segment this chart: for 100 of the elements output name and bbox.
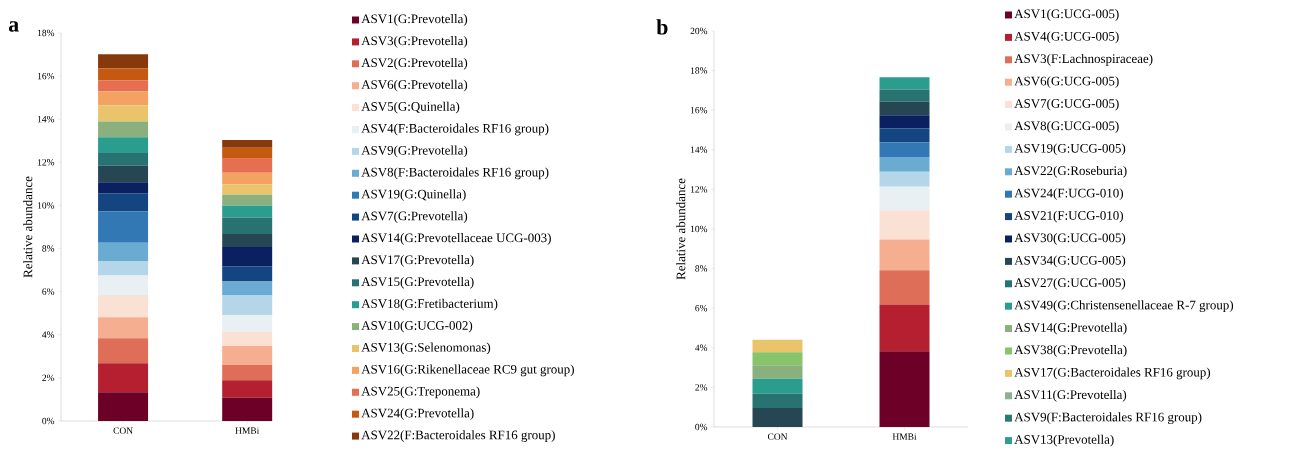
legend-label: ASV9(G:Prevotella): [361, 145, 468, 158]
legend-label: ASV1(G:UCG-005): [1014, 9, 1119, 21]
bar: [752, 339, 803, 353]
y-tick-label: 6%: [42, 288, 55, 295]
bar: [879, 115, 930, 129]
bar: [98, 275, 149, 296]
legend-label: ASV19(G:Quinella): [361, 189, 466, 202]
bar: [879, 128, 930, 143]
y-tick-label: 12%: [37, 159, 55, 166]
bar: [98, 80, 149, 92]
bar: [98, 91, 149, 106]
legend-label: ASV13(Prevotella): [1014, 434, 1114, 447]
bar: [222, 233, 273, 248]
legend-label: ASV18(G:Fretibacterium): [361, 298, 498, 311]
bar: [879, 171, 930, 187]
y-tick-label: 18%: [37, 29, 55, 37]
bar: [752, 378, 803, 394]
bar: [222, 184, 273, 195]
legend-label: ASV49(G:Christensenellaceae R-7 group): [1014, 300, 1234, 313]
legend-label: ASV24(F:UCG-010): [1014, 188, 1123, 201]
chart-title: b: [656, 19, 668, 35]
y-tick-label: 10%: [37, 202, 55, 209]
bar: [222, 247, 273, 267]
legend-label: ASV17(G:Prevotella): [361, 255, 474, 267]
x-tick-label: HMBi: [235, 427, 260, 434]
legend-label: ASV17(G:Bacteroidales RF16 group): [1014, 367, 1211, 380]
legend-label: ASV8(F:Bacteroidales RF16 group): [361, 167, 549, 180]
bar: [879, 157, 930, 172]
chart-title: a: [8, 21, 19, 32]
legend-label: ASV7(G:Prevotella): [361, 211, 468, 223]
legend-label: ASV2(G:Prevotella): [361, 57, 468, 70]
y-tick-label: 4%: [695, 344, 708, 351]
legend-label: ASV22(F:Bacteroidales RF16 group): [361, 430, 555, 442]
bar: [98, 211, 149, 243]
y-tick-label: 16%: [37, 72, 55, 80]
y-tick-label: 2%: [42, 374, 55, 382]
y-tick-label: 12%: [690, 186, 708, 193]
y-tick-label: 8%: [695, 265, 708, 272]
legend-label: ASV19(G:UCG-005): [1014, 143, 1126, 156]
bar: [98, 317, 149, 339]
legend-label: ASV21(F:UCG-010): [1014, 210, 1123, 223]
legend-label: ASV5(G:Quinella): [361, 101, 460, 114]
legend-label: ASV22(G:Roseburia): [1014, 165, 1127, 178]
bar: [98, 121, 149, 138]
bar: [222, 397, 273, 421]
legend-label: ASV30(G:UCG-005): [1014, 233, 1126, 245]
bar: [98, 392, 149, 421]
bar: [222, 364, 273, 381]
bar: [222, 295, 273, 315]
y-tick-label: 0%: [695, 423, 708, 431]
legend-label: ASV27(G:UCG-005): [1014, 277, 1126, 290]
legend-label: ASV14(G:Prevotellaceae UCG-003): [361, 233, 551, 245]
x-tick-label: HMBi: [892, 433, 917, 440]
legend-label: ASV34(G:UCG-005): [1014, 255, 1126, 268]
legend-label: ASV1(G:Prevotella): [361, 14, 468, 26]
bar: [98, 363, 149, 393]
y-tick-label: 4%: [42, 331, 55, 338]
bar: [98, 137, 149, 154]
legend-label: ASV14(G:Prevotella): [1014, 322, 1127, 335]
bar: [98, 153, 149, 166]
y-tick-label: 10%: [690, 225, 708, 233]
bar: [98, 261, 149, 276]
bar: [879, 351, 930, 427]
y-tick-label: 20%: [690, 27, 708, 35]
bar: [98, 165, 149, 183]
bar: [222, 172, 273, 185]
bar: [879, 101, 930, 116]
y-tick-label: 0%: [42, 417, 55, 425]
legend-label: ASV6(G:Prevotella): [361, 79, 468, 92]
y-tick-label: 18%: [690, 67, 708, 74]
bar: [98, 54, 149, 69]
legend-label: ASV4(F:Bacteroidales RF16 group): [361, 123, 549, 136]
bar: [752, 407, 803, 427]
legend-label: ASV8(G:UCG-005): [1014, 121, 1119, 133]
y-tick-label: 14%: [690, 146, 708, 153]
legend-label: ASV13(G:Selenomonas): [361, 342, 491, 355]
bar: [98, 295, 149, 318]
legend-label: ASV11(G:Prevotella): [1014, 389, 1127, 402]
bar: [879, 304, 930, 352]
legend-label: ASV15(G:Prevotella): [361, 276, 474, 289]
bar: [752, 393, 803, 408]
bar: [879, 186, 930, 211]
bar: [222, 205, 273, 218]
legend-label: ASV7(G:UCG-005): [1014, 98, 1119, 111]
bar: [222, 140, 273, 148]
y-axis-title: Relative abundance: [23, 176, 33, 278]
bar: [222, 266, 273, 282]
y-tick-label: 14%: [37, 115, 55, 123]
bar: [222, 158, 273, 173]
legend-label: ASV3(G:Prevotella): [361, 36, 468, 48]
bar: [222, 281, 273, 296]
bar: [222, 331, 273, 346]
legend-label: ASV10(G:UCG-002): [361, 320, 473, 333]
bar: [98, 193, 149, 212]
bar: [222, 314, 273, 332]
y-tick-label: 6%: [695, 304, 708, 312]
bar: [879, 142, 930, 158]
legend-label: ASV4(G:UCG-005): [1014, 31, 1119, 44]
bar: [98, 242, 149, 262]
bar: [98, 68, 149, 81]
